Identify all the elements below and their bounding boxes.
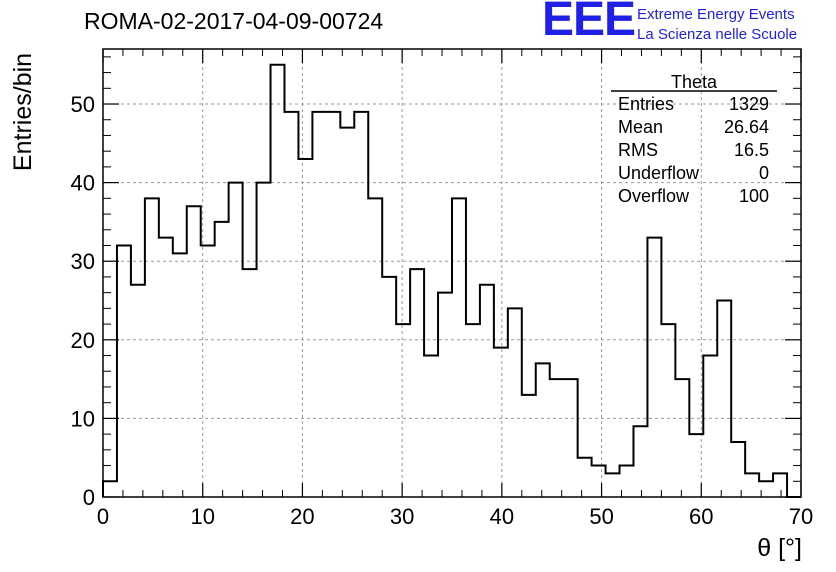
stats-row-label: Overflow xyxy=(618,186,690,206)
stats-row-label: Entries xyxy=(618,94,674,114)
chart-title: ROMA-02-2017-04-09-00724 xyxy=(84,8,384,34)
y-tick-label: 50 xyxy=(71,92,95,117)
stats-rows: Entries 1329 Mean 26.64 RMS 16.5 Underflow 0 Ove… xyxy=(618,94,769,206)
y-tick-label: 30 xyxy=(71,249,95,274)
x-tick-label: 10 xyxy=(190,504,214,529)
histogram-outline xyxy=(102,63,801,498)
stats-row-value: 1329 xyxy=(729,94,769,114)
stats-row-value: 0 xyxy=(759,163,769,183)
x-tick-label: 50 xyxy=(589,504,613,529)
logo-line-2: La Scienza nelle Scuole xyxy=(637,26,798,43)
stats-row-label: Mean xyxy=(618,117,663,137)
y-axis-title: Entries/bin xyxy=(9,53,37,171)
y-tick-label: 20 xyxy=(71,328,95,353)
eee-logo-mark: EEE xyxy=(542,0,636,46)
x-tick-label: 40 xyxy=(490,504,514,529)
x-tick-label: 30 xyxy=(390,504,414,529)
stats-row-value: 100 xyxy=(739,186,769,206)
grid-lines xyxy=(103,49,801,497)
x-tick-labels: 0 10 20 30 40 50 60 70 xyxy=(97,504,813,529)
y-tick-labels: 0 10 20 30 40 50 xyxy=(71,92,95,510)
plot-frame xyxy=(102,48,802,498)
eee-logo: EEE Extreme Energy Events La Scienza nel… xyxy=(540,0,836,48)
y-tick-label: 10 xyxy=(71,406,95,431)
stats-row-label: RMS xyxy=(618,140,658,160)
axis-ticks xyxy=(102,49,802,498)
stats-title: Theta xyxy=(671,72,718,92)
logo-line-1: Extreme Energy Events xyxy=(637,6,795,23)
x-tick-label: 0 xyxy=(97,504,109,529)
x-tick-label: 20 xyxy=(290,504,314,529)
stats-box: Theta Entries 1329 Mean 26.64 RMS 16.5 Underfl… xyxy=(611,72,777,206)
x-tick-label: 70 xyxy=(789,504,813,529)
stats-row-label: Underflow xyxy=(618,163,700,183)
stats-row-value: 16.5 xyxy=(734,140,769,160)
y-tick-label: 0 xyxy=(83,485,95,510)
y-tick-label: 40 xyxy=(71,171,95,196)
x-tick-label: 60 xyxy=(689,504,713,529)
x-axis-title: θ [°] xyxy=(757,534,802,562)
stats-row-value: 26.64 xyxy=(724,117,769,137)
